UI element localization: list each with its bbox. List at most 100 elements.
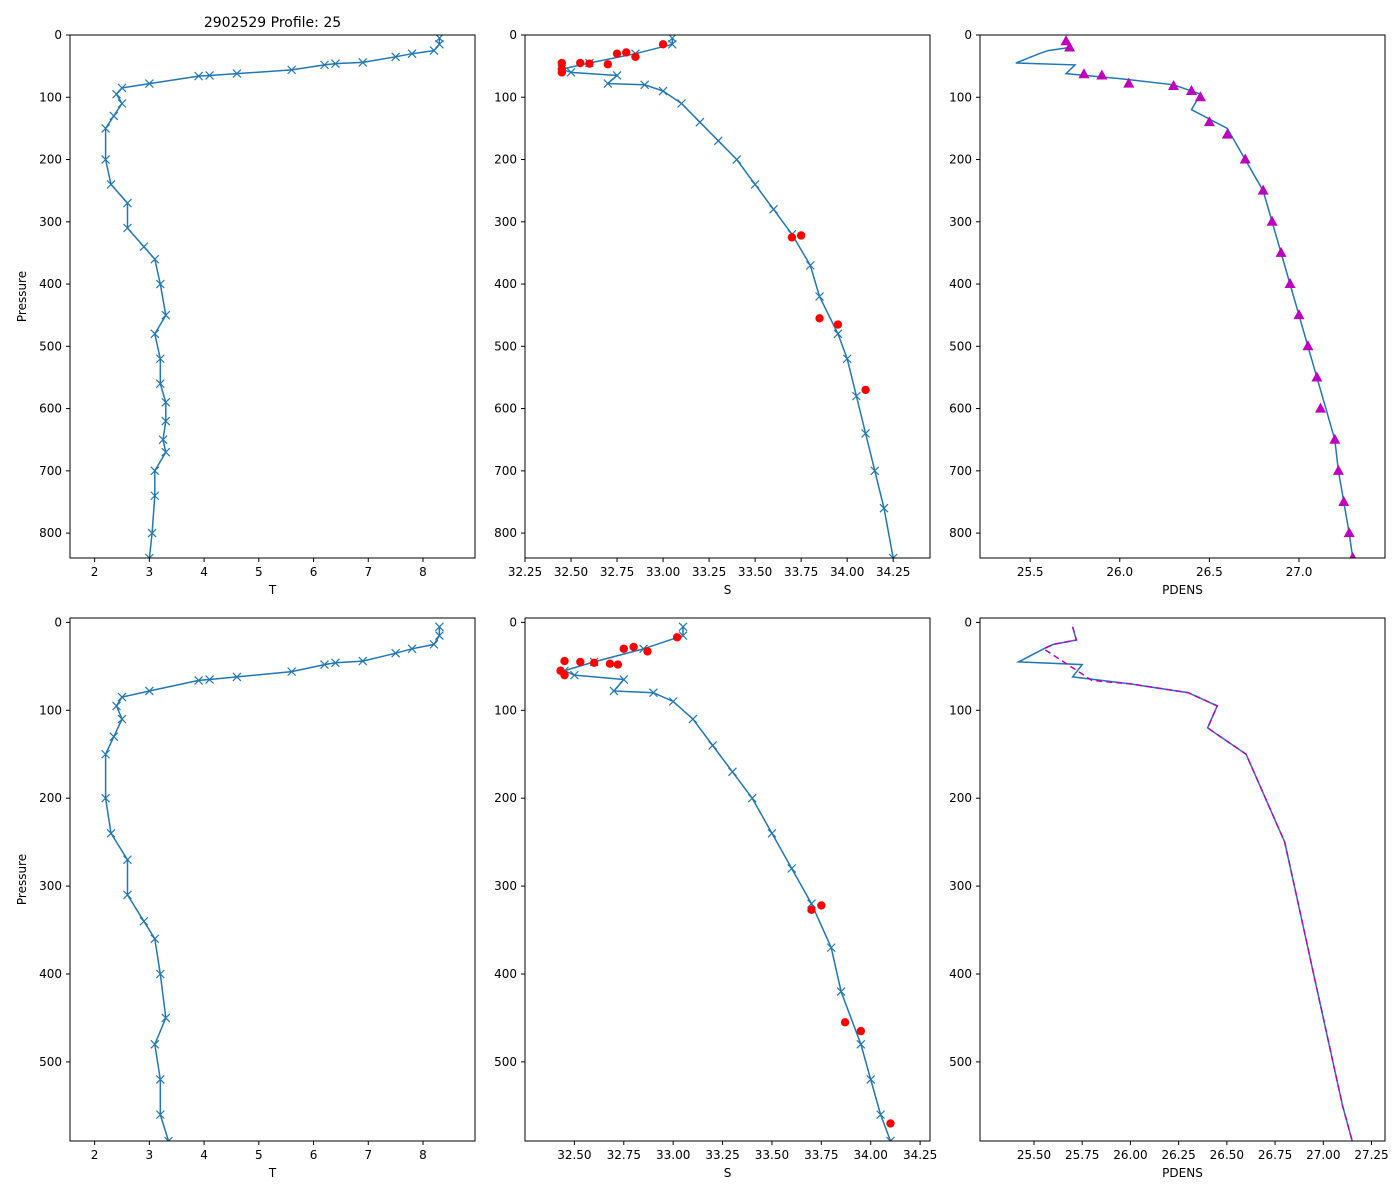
- y-tick-label: 100: [494, 90, 517, 104]
- x-marker: [161, 1013, 171, 1023]
- x-marker: [358, 57, 368, 67]
- y-tick-label: 300: [949, 879, 972, 893]
- x-tick-label: 7: [364, 1148, 372, 1162]
- x-axis-label: T: [268, 583, 277, 597]
- series-dashed-line-1: [1042, 626, 1353, 1141]
- x-tick-label: 7: [364, 565, 372, 579]
- plot-area: [556, 622, 895, 1141]
- x-marker: [609, 686, 619, 696]
- plot-area: [557, 35, 898, 558]
- x-marker: [155, 1110, 165, 1120]
- y-tick-label: 0: [964, 615, 972, 629]
- x-tick-label: 25.50: [1017, 1148, 1051, 1162]
- y-tick-label: 400: [949, 277, 972, 291]
- x-marker: [429, 639, 439, 649]
- triangle-marker: [1078, 68, 1090, 79]
- triangle-marker: [1266, 215, 1278, 226]
- plot-area: [1015, 35, 1357, 558]
- x-marker: [769, 204, 778, 214]
- flag-marker: [815, 314, 824, 323]
- x-marker: [435, 622, 444, 632]
- x-tick-label: 2: [91, 565, 99, 579]
- x-tick-label: 6: [310, 565, 318, 579]
- x-marker: [836, 987, 846, 996]
- x-marker: [429, 46, 439, 55]
- x-marker: [123, 223, 132, 233]
- triangle-marker: [1203, 116, 1215, 127]
- y-tick-label: 500: [949, 1055, 972, 1069]
- y-tick-label: 0: [509, 615, 517, 629]
- flag-marker: [619, 644, 628, 653]
- y-tick-label: 300: [494, 215, 517, 229]
- flag-marker: [576, 657, 585, 667]
- x-marker: [695, 117, 705, 127]
- triangle-marker: [1257, 184, 1269, 195]
- x-marker: [391, 52, 401, 62]
- x-tick-label: 32.75: [600, 565, 634, 579]
- x-marker: [866, 1075, 876, 1084]
- x-marker: [205, 675, 214, 684]
- x-marker: [101, 155, 110, 164]
- x-tick-label: 26.5: [1196, 565, 1223, 579]
- x-marker: [331, 658, 340, 668]
- x-marker: [194, 675, 204, 685]
- x-marker: [194, 71, 204, 81]
- x-marker: [205, 71, 214, 80]
- triangle-marker: [1329, 433, 1341, 444]
- x-marker: [668, 697, 678, 706]
- x-tick-label: 33.25: [705, 1148, 739, 1162]
- x-tick-label: 8: [419, 565, 427, 579]
- flag-marker: [658, 40, 668, 49]
- y-tick-label: 200: [39, 791, 62, 805]
- x-tick-label: 27.25: [1354, 1148, 1388, 1162]
- x-tick-label: 26.75: [1258, 1148, 1292, 1162]
- y-tick-label: 500: [39, 1055, 62, 1069]
- flag-marker: [886, 1119, 895, 1128]
- y-tick-label: 100: [39, 90, 62, 104]
- x-marker: [888, 553, 898, 558]
- flag-marker: [856, 1026, 866, 1036]
- x-marker: [619, 675, 629, 684]
- triangle-marker: [1096, 69, 1108, 80]
- x-tick-label: 34.00: [854, 1148, 888, 1162]
- x-tick-label: 25.75: [1065, 1148, 1099, 1162]
- x-tick-label: 26.00: [1113, 1148, 1147, 1162]
- x-marker: [123, 890, 132, 900]
- triangle-marker: [1314, 402, 1326, 413]
- triangle-marker: [1302, 340, 1314, 351]
- x-marker: [161, 310, 171, 320]
- triangle-marker: [1194, 91, 1206, 102]
- panel-top-temperature: 2 3 4 5 6 7 8 0 100 200 300 400 500 600 700 800 T Pressur…: [15, 28, 476, 597]
- axes-frame: [69, 34, 476, 559]
- x-tick-label: 8: [419, 1148, 427, 1162]
- x-marker: [155, 379, 165, 389]
- y-tick-label: 700: [39, 464, 62, 478]
- plot-area: [1015, 626, 1353, 1141]
- flag-marker: [560, 656, 569, 666]
- x-marker: [150, 934, 160, 944]
- x-marker: [117, 99, 127, 108]
- x-marker: [101, 793, 110, 803]
- flag-marker: [629, 642, 638, 652]
- x-marker: [886, 1136, 895, 1141]
- flag-marker: [796, 231, 806, 240]
- y-tick-label: 400: [494, 967, 517, 981]
- y-tick-label: 600: [949, 402, 972, 416]
- x-tick-label: 32.25: [508, 565, 542, 579]
- x-tick-label: 33.75: [804, 1148, 838, 1162]
- y-tick-label: 300: [949, 215, 972, 229]
- axes-frame: [524, 34, 931, 559]
- x-marker: [708, 741, 718, 750]
- x-marker: [603, 79, 613, 88]
- x-tick-label: 33.00: [646, 565, 680, 579]
- flag-marker: [589, 658, 599, 668]
- triangle-marker: [1343, 527, 1355, 538]
- x-tick-label: 33.50: [755, 1148, 789, 1162]
- x-marker: [150, 1039, 160, 1049]
- flag-marker: [833, 320, 843, 329]
- x-marker: [678, 622, 688, 632]
- x-marker: [109, 111, 119, 121]
- x-axis-label: S: [724, 583, 732, 597]
- x-tick-label: 26.50: [1210, 1148, 1244, 1162]
- flag-marker: [672, 633, 682, 642]
